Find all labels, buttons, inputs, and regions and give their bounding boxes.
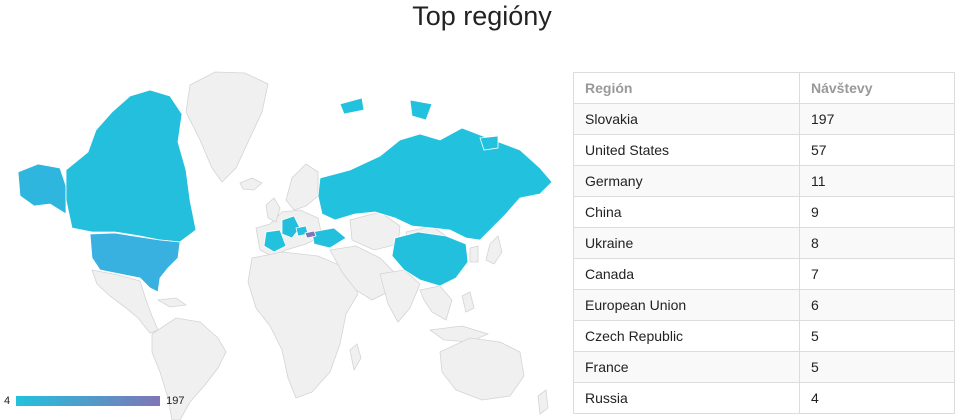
page-title: Top regióny [412,1,552,31]
region-scandinavia[interactable] [285,163,319,211]
region-russia-islands[interactable] [339,97,499,151]
table-row[interactable]: France 5 [573,351,955,383]
region-central-asia[interactable] [349,211,401,251]
table-row[interactable]: Canada 7 [573,258,955,290]
country-china[interactable] [391,231,469,287]
country-ukraine[interactable] [311,227,347,249]
table-row[interactable]: Russia 4 [573,382,955,414]
country-slovakia[interactable] [304,230,317,239]
cell-visits: 4 [799,382,955,414]
region-southeast-asia[interactable] [419,285,453,321]
cell-visits: 11 [799,165,955,197]
country-korea[interactable] [469,245,479,263]
cell-region: Russia [573,382,800,414]
cell-region: United States [573,134,800,166]
color-legend: 4 197 [4,393,184,409]
region-south-asia[interactable] [379,269,421,323]
world-map-svg [17,71,553,420]
region-alaska[interactable] [17,163,67,215]
table-row[interactable]: United States 57 [573,134,955,166]
region-mexico-central-america[interactable] [91,269,159,334]
cell-region: Czech Republic [573,320,800,352]
region-uk-ireland[interactable] [265,197,281,223]
column-header-visits[interactable]: Návštevy [799,72,955,104]
world-map [0,60,560,420]
country-australia[interactable] [439,337,525,401]
cell-visits: 5 [799,351,955,383]
table-row[interactable]: Czech Republic 5 [573,320,955,352]
table-row[interactable]: Ukraine 8 [573,227,955,259]
country-united-states[interactable] [89,232,181,293]
country-russia[interactable] [317,127,553,241]
country-germany[interactable] [281,215,301,239]
country-iceland[interactable] [239,177,263,191]
cell-region: Germany [573,165,800,197]
legend-gradient-bar [16,396,161,406]
cell-region: Ukraine [573,227,800,259]
cell-visits: 57 [799,134,955,166]
table-row[interactable]: Germany 11 [573,165,955,197]
country-france[interactable] [263,229,287,253]
legend-max-label: 197 [166,395,185,407]
cell-visits: 7 [799,258,955,290]
region-caribbean[interactable] [156,297,188,308]
cell-visits: 6 [799,289,955,321]
country-philippines[interactable] [461,291,475,313]
cell-region: France [573,351,800,383]
map-base-countries [91,71,549,420]
country-canada[interactable] [65,89,197,243]
column-header-region[interactable]: Región [573,72,800,104]
country-japan[interactable] [485,235,503,265]
map-highlighted-countries [17,89,553,293]
cell-region: Slovakia [573,103,800,135]
cell-visits: 5 [799,320,955,352]
table-row[interactable]: European Union 6 [573,289,955,321]
table-row[interactable]: Slovakia 197 [573,103,955,135]
regions-table: Región Návštevy Slovakia 197 United Stat… [573,72,955,414]
cell-region: European Union [573,289,800,321]
cell-region: China [573,196,800,228]
legend-min-label: 4 [4,395,11,407]
country-madagascar[interactable] [349,343,362,372]
cell-region: Canada [573,258,800,290]
cell-visits: 9 [799,196,955,228]
country-new-zealand[interactable] [537,389,549,415]
table-row[interactable]: China 9 [573,196,955,228]
region-south-america[interactable] [151,317,227,420]
cell-visits: 197 [799,103,955,135]
region-africa[interactable] [247,251,359,399]
cell-visits: 8 [799,227,955,259]
country-greenland[interactable] [185,71,269,183]
table-header-row: Región Návštevy [573,72,955,104]
region-indonesia[interactable] [428,325,490,343]
